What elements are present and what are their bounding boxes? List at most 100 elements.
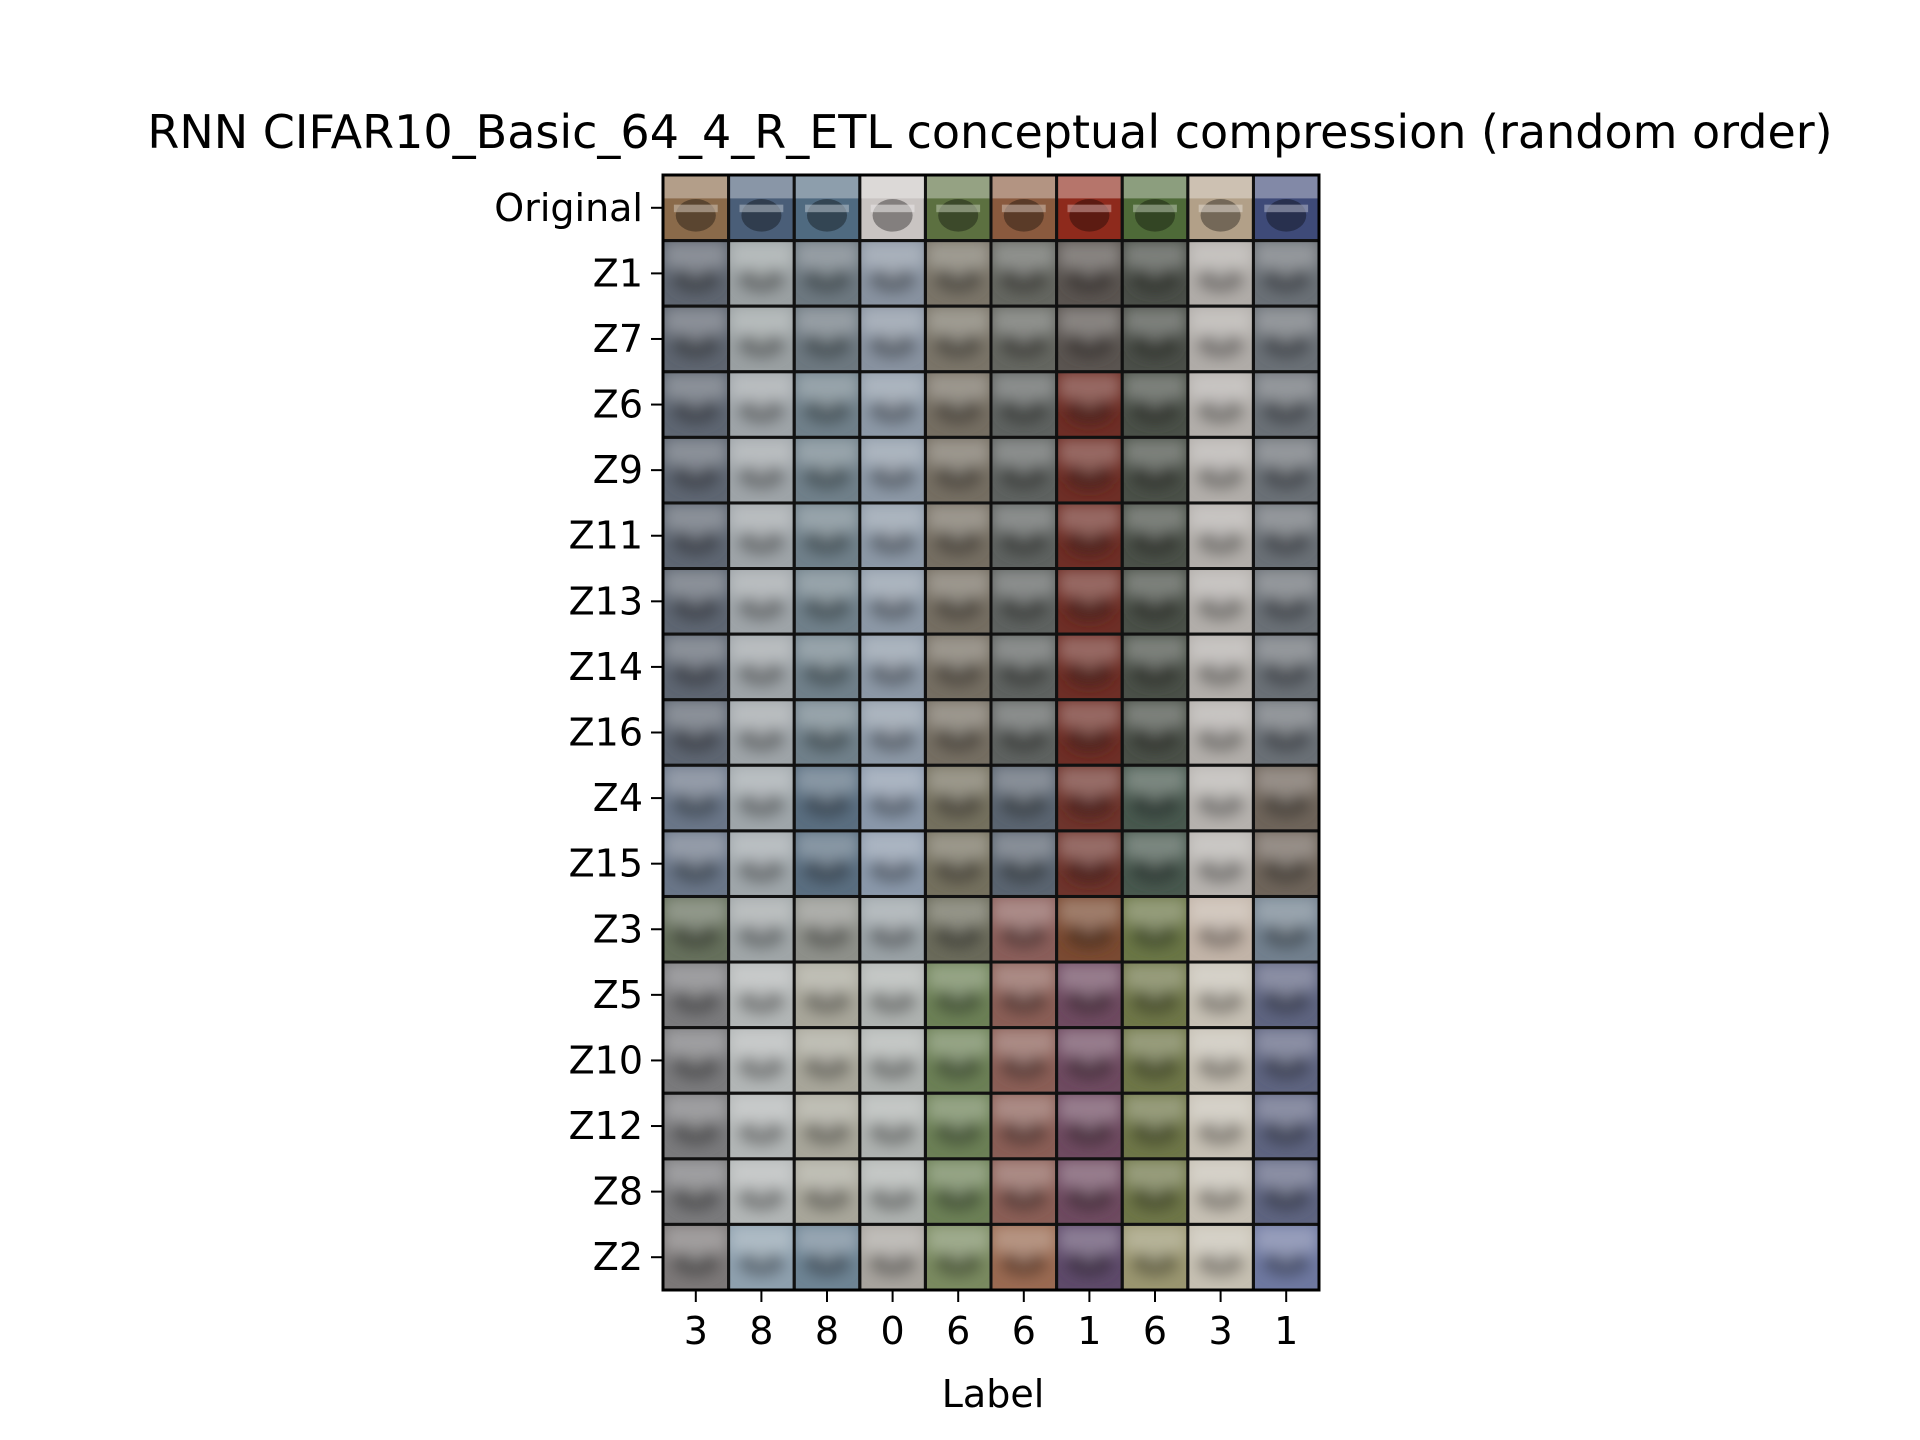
grid-tile: [1254, 1029, 1318, 1092]
grid-tile: [1189, 373, 1252, 436]
row-label: Z11: [569, 514, 643, 558]
grid-tile: [1189, 1029, 1252, 1092]
grid-tile: [861, 504, 924, 568]
grid-tile: [1254, 176, 1318, 240]
grid-tile: [730, 504, 793, 568]
grid-tile: [992, 635, 1056, 699]
row-label: Z8: [593, 1170, 643, 1214]
grid-tile: [992, 963, 1056, 1027]
grid-tile: [992, 570, 1056, 633]
grid-tile: [664, 1225, 728, 1289]
grid-tile: [992, 438, 1056, 502]
grid-tile: [730, 635, 793, 699]
grid-tile: [1254, 438, 1318, 502]
row-label: Z1: [593, 251, 643, 295]
grid-tile: [926, 176, 990, 240]
grid-tile: [664, 504, 728, 568]
grid-tile: [992, 1225, 1056, 1289]
row-label: Original: [494, 186, 643, 230]
grid-tile: [1123, 176, 1187, 240]
grid-tile: [926, 635, 990, 699]
grid-tile: [664, 897, 728, 961]
grid-tile: [1058, 1094, 1121, 1158]
column-label: 1: [1274, 1309, 1298, 1353]
grid-tile: [1189, 963, 1252, 1027]
row-label: Z14: [569, 645, 643, 689]
row-label: Z4: [593, 776, 643, 820]
grid-tile: [1058, 766, 1121, 830]
grid-tile: [926, 570, 990, 633]
grid-tile: [1254, 963, 1318, 1027]
grid-tile: [1058, 1225, 1121, 1289]
grid-tile: [730, 1029, 793, 1092]
grid-tile: [1058, 176, 1121, 240]
grid-tile: [1058, 504, 1121, 568]
row-label: Z12: [569, 1104, 643, 1148]
grid-tile: [861, 1029, 924, 1092]
row-label: Z15: [569, 842, 643, 886]
grid-tile: [664, 1160, 728, 1223]
grid-tile: [1189, 832, 1252, 895]
grid-tile: [861, 832, 924, 895]
grid-tile: [795, 438, 859, 502]
chart-title: RNN CIFAR10_Basic_64_4_R_ETL conceptual …: [147, 105, 1833, 159]
grid-tile: [1058, 832, 1121, 895]
grid-tile: [1189, 438, 1252, 502]
grid-tile: [1123, 307, 1187, 371]
grid-tile: [992, 701, 1056, 764]
grid-tile: [926, 766, 990, 830]
grid-tile: [1123, 1160, 1187, 1223]
grid-tile: [926, 307, 990, 371]
column-label: 6: [946, 1309, 970, 1353]
grid-tile: [1123, 242, 1187, 305]
row-label: Z9: [593, 448, 643, 492]
grid-tile: [664, 438, 728, 502]
grid-tile: [1254, 1225, 1318, 1289]
grid-tile: [992, 1094, 1056, 1158]
grid-tile: [795, 635, 859, 699]
grid-tile: [926, 373, 990, 436]
column-label: 0: [881, 1309, 905, 1353]
grid-tile: [926, 242, 990, 305]
grid-tile: [795, 1225, 859, 1289]
grid-tile: [861, 176, 924, 240]
grid-tile: [1123, 438, 1187, 502]
grid-tile: [795, 1160, 859, 1223]
grid-tile: [795, 570, 859, 633]
grid-tile: [664, 570, 728, 633]
grid-tile: [730, 897, 793, 961]
grid-tile: [1058, 963, 1121, 1027]
grid-tile: [926, 1029, 990, 1092]
grid-tile: [861, 373, 924, 436]
grid-tile: [861, 242, 924, 305]
grid-tile: [926, 963, 990, 1027]
grid-tile: [795, 832, 859, 895]
grid-tile: [1254, 635, 1318, 699]
grid-tile: [1123, 570, 1187, 633]
grid-tile: [926, 504, 990, 568]
grid-tile: [1254, 1160, 1318, 1223]
column-label: 3: [684, 1309, 708, 1353]
row-label: Z13: [569, 579, 643, 623]
grid-tile: [1189, 176, 1252, 240]
grid-tile: [664, 307, 728, 371]
grid-tile: [730, 1160, 793, 1223]
grid-tile: [795, 897, 859, 961]
column-label: 8: [749, 1309, 773, 1353]
grid-tile: [730, 307, 793, 371]
grid-tile: [1123, 1029, 1187, 1092]
grid-tile: [664, 635, 728, 699]
grid-tile: [861, 1160, 924, 1223]
grid-tile: [926, 438, 990, 502]
grid-tile: [861, 701, 924, 764]
grid-tile: [664, 373, 728, 436]
x-axis-label: Label: [941, 1372, 1045, 1416]
grid-tile: [1254, 766, 1318, 830]
grid-tile: [664, 701, 728, 764]
grid-tile: [1254, 373, 1318, 436]
column-label: 1: [1077, 1309, 1101, 1353]
grid-tile: [795, 504, 859, 568]
grid-tile: [730, 963, 793, 1027]
grid-tile: [992, 1029, 1056, 1092]
grid-tile: [1189, 1225, 1252, 1289]
